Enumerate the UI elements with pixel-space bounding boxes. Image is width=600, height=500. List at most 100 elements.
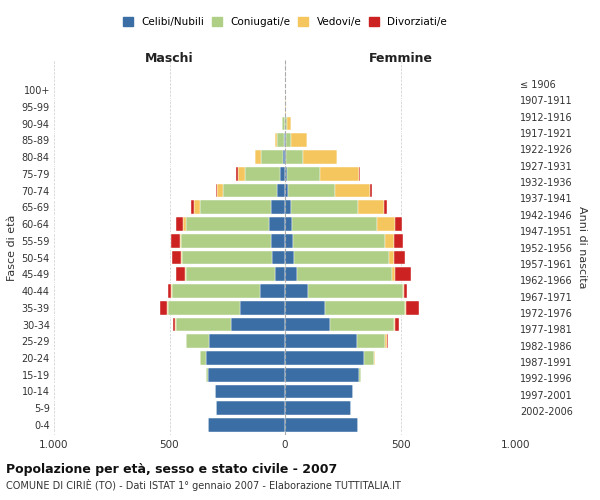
Bar xyxy=(405,301,406,314)
Bar xyxy=(406,301,419,314)
Bar xyxy=(275,134,277,147)
Bar xyxy=(231,318,285,332)
Bar xyxy=(291,200,358,214)
Bar xyxy=(236,167,238,180)
Bar xyxy=(285,284,308,298)
Bar xyxy=(200,351,206,365)
Bar xyxy=(172,284,260,298)
Bar xyxy=(245,167,280,180)
Bar xyxy=(285,334,356,348)
Bar xyxy=(216,184,217,198)
Bar xyxy=(394,234,403,247)
Bar xyxy=(172,250,181,264)
Bar xyxy=(385,334,386,348)
Bar xyxy=(182,250,272,264)
Bar xyxy=(285,268,296,281)
Bar xyxy=(285,301,325,314)
Y-axis label: Anni di nascita: Anni di nascita xyxy=(577,206,587,289)
Bar xyxy=(395,318,400,332)
Bar xyxy=(271,200,285,214)
Bar xyxy=(403,284,404,298)
Bar xyxy=(200,200,271,214)
Bar xyxy=(282,117,284,130)
Bar xyxy=(175,318,176,332)
Bar xyxy=(325,301,405,314)
Bar xyxy=(285,217,292,231)
Bar xyxy=(275,268,285,281)
Bar xyxy=(364,351,374,365)
Bar xyxy=(395,217,401,231)
Bar xyxy=(240,301,285,314)
Bar xyxy=(395,268,411,281)
Bar xyxy=(370,184,371,198)
Bar xyxy=(285,150,286,164)
Bar xyxy=(176,217,184,231)
Bar xyxy=(284,134,285,147)
Bar xyxy=(330,318,394,332)
Bar xyxy=(394,318,395,332)
Bar xyxy=(359,368,361,382)
Bar xyxy=(180,234,181,247)
Bar xyxy=(277,184,285,198)
Bar xyxy=(385,200,386,214)
Bar xyxy=(185,334,209,348)
Bar xyxy=(280,167,285,180)
Bar xyxy=(185,217,269,231)
Bar xyxy=(255,150,261,164)
Bar xyxy=(217,184,223,198)
Y-axis label: Fasce di età: Fasce di età xyxy=(7,214,17,280)
Bar xyxy=(167,301,169,314)
Text: COMUNE DI CIRIÈ (TO) - Dati ISTAT 1° gennaio 2007 - Elaborazione TUTTITALIA.IT: COMUNE DI CIRIÈ (TO) - Dati ISTAT 1° gen… xyxy=(6,479,401,491)
Bar xyxy=(169,284,170,298)
Bar xyxy=(394,250,405,264)
Text: Femmine: Femmine xyxy=(368,52,433,65)
Bar xyxy=(285,200,291,214)
Bar xyxy=(160,301,167,314)
Bar xyxy=(169,301,240,314)
Bar xyxy=(294,250,389,264)
Bar xyxy=(320,167,359,180)
Bar xyxy=(287,117,291,130)
Bar xyxy=(176,268,185,281)
Bar xyxy=(176,318,231,332)
Bar xyxy=(209,334,285,348)
Bar xyxy=(386,334,388,348)
Bar xyxy=(374,351,375,365)
Bar xyxy=(285,167,287,180)
Bar xyxy=(261,150,283,164)
Bar xyxy=(285,384,353,398)
Bar xyxy=(286,150,304,164)
Bar xyxy=(238,167,245,180)
Bar xyxy=(392,268,395,281)
Bar xyxy=(286,117,287,130)
Bar xyxy=(206,351,285,365)
Bar xyxy=(285,368,359,382)
Bar xyxy=(285,250,294,264)
Bar xyxy=(181,234,271,247)
Bar xyxy=(191,200,194,214)
Bar xyxy=(293,234,385,247)
Bar xyxy=(286,134,290,147)
Bar xyxy=(285,351,364,365)
Bar xyxy=(285,184,289,198)
Bar xyxy=(216,402,285,415)
Bar xyxy=(285,234,293,247)
Text: Popolazione per età, sesso e stato civile - 2007: Popolazione per età, sesso e stato civil… xyxy=(6,462,337,475)
Bar xyxy=(283,150,285,164)
Bar xyxy=(271,234,285,247)
Bar xyxy=(285,134,286,147)
Bar xyxy=(194,200,200,214)
Bar xyxy=(272,250,285,264)
Bar xyxy=(285,418,358,432)
Bar xyxy=(223,184,277,198)
Bar xyxy=(292,217,377,231)
Bar xyxy=(377,217,395,231)
Bar xyxy=(289,184,335,198)
Bar xyxy=(356,334,385,348)
Bar xyxy=(385,234,394,247)
Bar xyxy=(359,167,360,180)
Bar xyxy=(296,268,392,281)
Bar xyxy=(277,134,284,147)
Bar xyxy=(173,318,175,332)
Bar xyxy=(206,368,208,382)
